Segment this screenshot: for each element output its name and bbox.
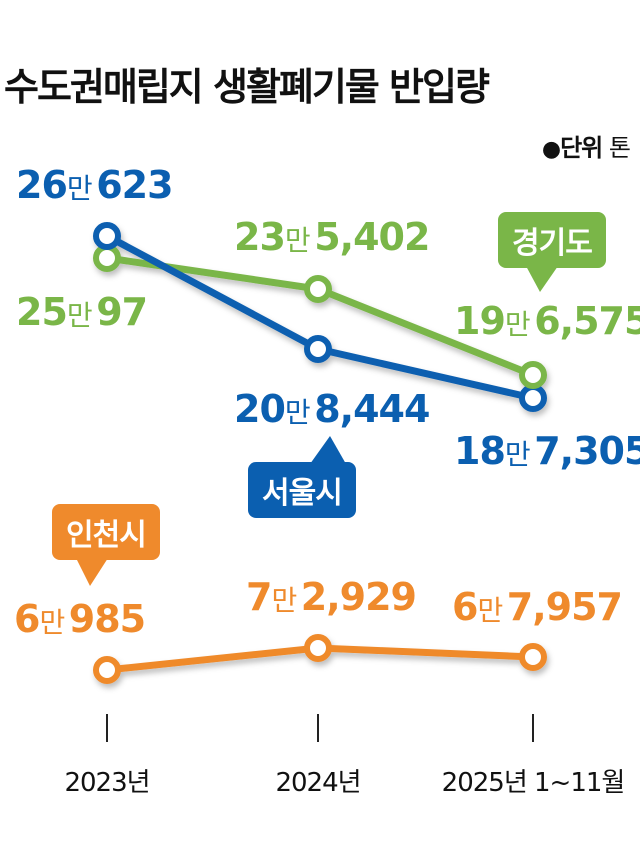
unit-key: 단위 [560,134,603,162]
incheon-2023-label: 6만 985 [14,597,146,641]
seoul-2023-label: 26만 623 [16,163,174,207]
gyeonggi-2023-label: 25만 97 [16,290,148,334]
seoul-2025-label: 18만 7,305 [454,429,640,473]
x-label-2024: 2024년 [275,768,361,798]
bullet-icon: ● [541,137,561,162]
chart-title: 수도권매립지 생활폐기물 반입량 [4,65,490,109]
gyeonggi-2024-label: 23만 5,402 [234,215,430,259]
x-label-2023: 2023년 [64,768,150,798]
gyeonggi-2025-label: 19만 6,575 [454,299,640,343]
legend-badge-incheon: 인천시 [52,504,160,586]
incheon-2024-label: 7만 2,929 [246,575,417,619]
x-label-2025: 2025년 1~11월 [441,768,626,798]
unit-value: 톤 [608,134,631,162]
x-tick [317,714,319,742]
legend-badge-seoul: 서울시 [248,436,356,518]
unit-label: ●단위 톤 [541,128,631,163]
x-tick [106,714,108,742]
seoul-2024-label: 20만 8,444 [234,387,430,431]
incheon-2025-label: 6만 7,957 [452,585,623,629]
legend-badge-gyeonggi: 경기도 [498,212,606,292]
x-tick [532,714,534,742]
